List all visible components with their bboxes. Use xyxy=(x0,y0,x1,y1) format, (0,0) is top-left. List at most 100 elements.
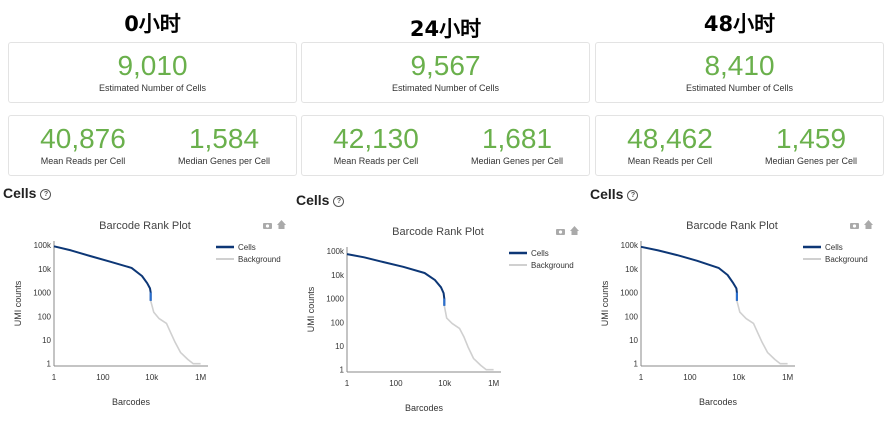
y-tick-label: 100 xyxy=(331,318,345,327)
x-tick-label: 10k xyxy=(732,373,746,382)
estimated-cells-label: Estimated Number of Cells xyxy=(98,83,207,93)
help-icon[interactable]: ? xyxy=(627,189,639,201)
y-tick-label: 100k xyxy=(34,241,52,250)
home-icon[interactable] xyxy=(864,220,873,229)
median-genes-label: Median Genes per Cell xyxy=(177,156,271,166)
help-icon[interactable]: ? xyxy=(40,188,52,200)
y-axis-label: UMI counts xyxy=(13,280,23,326)
mean-reads-label: Mean Reads per Cell xyxy=(333,156,419,166)
sample-column: 24小时 9,567 Estimated Number of Cells 42,… xyxy=(293,0,598,413)
x-tick-label: 100 xyxy=(683,373,697,382)
camera-icon-lens xyxy=(558,230,563,234)
camera-icon[interactable] xyxy=(556,229,565,235)
cells-series-line xyxy=(53,245,152,301)
reads-genes-card: 40,876 Mean Reads per Cell 1,584 Median … xyxy=(8,115,297,176)
estimated-cells-card: 8,410 Estimated Number of Cells xyxy=(595,42,884,103)
mean-reads-value: 40,876 xyxy=(40,123,126,154)
reads-genes-card: 48,462 Mean Reads per Cell 1,459 Median … xyxy=(595,115,884,176)
estimated-cells-value: 8,410 xyxy=(704,50,775,81)
x-tick-label: 1 xyxy=(639,373,644,382)
camera-icon-lens xyxy=(265,224,270,228)
median-genes-label: Median Genes per Cell xyxy=(764,156,858,166)
help-icon[interactable]: ? xyxy=(333,195,345,207)
estimated-cells-label: Estimated Number of Cells xyxy=(391,83,500,93)
median-genes-value: 1,681 xyxy=(481,123,553,154)
x-axis-label: Barcodes xyxy=(699,397,738,407)
y-tick-label: 10 xyxy=(335,342,344,351)
cells-section-label: Cells xyxy=(3,185,37,201)
x-tick-label: 1 xyxy=(345,379,350,388)
y-tick-label: 1000 xyxy=(33,289,51,298)
y-tick-label: 10k xyxy=(331,271,345,280)
camera-icon-lens xyxy=(852,224,857,228)
x-tick-label: 10k xyxy=(145,373,159,382)
chart-title: Barcode Rank Plot xyxy=(392,226,484,238)
mean-reads-metric: 48,462 Mean Reads per Cell xyxy=(610,125,730,167)
y-tick-label: 10 xyxy=(629,336,638,345)
x-tick-label: 1M xyxy=(782,373,793,382)
y-tick-label: 100 xyxy=(625,312,639,321)
mean-reads-metric: 40,876 Mean Reads per Cell xyxy=(23,123,143,167)
estimated-cells-label: Estimated Number of Cells xyxy=(685,83,794,93)
mean-reads-label: Mean Reads per Cell xyxy=(40,156,126,166)
y-tick-label: 1000 xyxy=(620,289,638,298)
y-tick-label: 1000 xyxy=(326,295,344,304)
barcode-rank-svg: Barcode Rank Plot 1 10 100 1000 10k 100k 1 100 10… xyxy=(13,220,286,407)
reads-genes-card: 42,130 Mean Reads per Cell 1,681 Median … xyxy=(301,115,590,176)
y-tick-label: 10k xyxy=(38,265,52,274)
home-icon[interactable] xyxy=(570,226,579,235)
sample-column: 48小时 8,410 Estimated Number of Cells 48,… xyxy=(587,0,889,413)
y-tick-label: 100k xyxy=(621,241,639,250)
y-axis-label: UMI counts xyxy=(600,280,610,326)
background-series-line xyxy=(149,300,201,365)
estimated-cells-value: 9,010 xyxy=(117,50,188,81)
legend-label-cells[interactable]: Cells xyxy=(238,243,256,252)
legend-label-cells[interactable]: Cells xyxy=(531,249,549,258)
x-axis-label: Barcodes xyxy=(112,397,151,407)
x-tick-label: 10k xyxy=(438,379,452,388)
y-tick-label: 10 xyxy=(42,336,51,345)
timepoint-title: 0小时 xyxy=(124,12,181,36)
home-icon-shape xyxy=(864,220,873,229)
cells-section-title: Cells? xyxy=(296,192,345,208)
y-axis-label: UMI counts xyxy=(306,286,316,332)
legend-label-cells[interactable]: Cells xyxy=(825,243,843,252)
home-icon[interactable] xyxy=(277,220,286,229)
median-genes-metric: 1,681 Median Genes per Cell xyxy=(457,123,577,167)
x-axis-label: Barcodes xyxy=(405,403,444,413)
x-tick-label: 100 xyxy=(389,379,403,388)
camera-icon[interactable] xyxy=(850,223,859,229)
y-tick-label: 1 xyxy=(634,360,639,369)
mean-reads-value: 42,130 xyxy=(333,123,419,154)
cells-section-title: Cells? xyxy=(3,185,52,201)
estimated-cells-metric: 9,010 Estimated Number of Cells xyxy=(9,50,296,94)
legend-label-background[interactable]: Background xyxy=(531,261,574,270)
barcode-rank-plot: Barcode Rank Plot 1 10 100 1000 10k 100k 1 100 10… xyxy=(595,216,884,411)
mean-reads-metric: 42,130 Mean Reads per Cell xyxy=(316,123,436,167)
barcode-rank-plot: Barcode Rank Plot 1 10 100 1000 10k 100k 1 100 10… xyxy=(301,222,590,417)
median-genes-metric: 1,459 Median Genes per Cell xyxy=(751,123,871,167)
chart-title: Barcode Rank Plot xyxy=(99,220,191,232)
mean-reads-label: Mean Reads per Cell xyxy=(627,156,713,166)
estimated-cells-value: 9,567 xyxy=(410,50,481,81)
y-tick-label: 100k xyxy=(327,247,345,256)
median-genes-label: Median Genes per Cell xyxy=(470,156,564,166)
y-tick-label: 10k xyxy=(625,265,639,274)
estimated-cells-metric: 9,567 Estimated Number of Cells xyxy=(302,50,589,94)
estimated-cells-card: 9,010 Estimated Number of Cells xyxy=(8,42,297,103)
camera-icon[interactable] xyxy=(263,223,272,229)
barcode-rank-svg: Barcode Rank Plot 1 10 100 1000 10k 100k 1 100 10… xyxy=(306,226,579,413)
estimated-cells-card: 9,567 Estimated Number of Cells xyxy=(301,42,590,103)
barcode-rank-plot: Barcode Rank Plot 1 10 100 1000 10k 100k 1 100 10… xyxy=(8,216,297,411)
legend-label-background[interactable]: Background xyxy=(238,255,281,264)
chart-title: Barcode Rank Plot xyxy=(686,220,778,232)
median-genes-value: 1,459 xyxy=(775,123,847,154)
legend-label-background[interactable]: Background xyxy=(825,255,868,264)
x-tick-label: 1 xyxy=(52,373,57,382)
barcode-rank-svg: Barcode Rank Plot 1 10 100 1000 10k 100k 1 100 10… xyxy=(600,220,873,407)
background-series-line xyxy=(443,305,494,371)
cells-series-line xyxy=(346,253,446,306)
cells-section-title: Cells? xyxy=(590,186,639,202)
home-icon-shape xyxy=(277,220,286,229)
home-icon-shape xyxy=(570,226,579,235)
